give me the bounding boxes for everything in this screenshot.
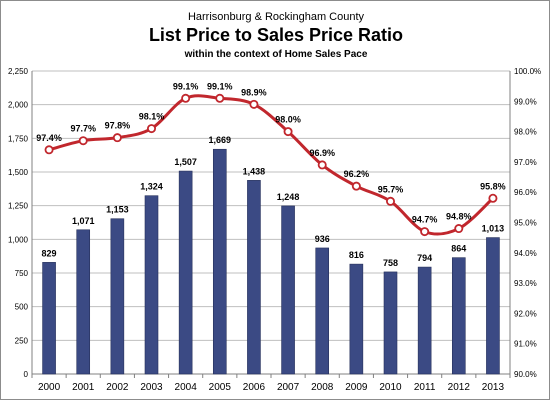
line-marker xyxy=(385,196,395,206)
y-right-tick-label: 99.0% xyxy=(514,97,537,106)
y-left-tick-label: 250 xyxy=(15,336,29,345)
line-value-label: 98.9% xyxy=(241,87,267,97)
bar xyxy=(144,195,159,375)
line-value-label: 99.1% xyxy=(173,81,199,91)
bar xyxy=(349,263,364,375)
y-left-tick-label: 0 xyxy=(24,370,29,379)
bar-value-label: 816 xyxy=(349,250,364,260)
bar xyxy=(315,247,330,375)
line-value-label: 99.1% xyxy=(207,81,233,91)
bar-value-label: 1,507 xyxy=(174,157,197,167)
bar xyxy=(178,170,193,375)
bar-value-label: 758 xyxy=(383,258,398,268)
line-marker xyxy=(249,99,259,109)
chart-supertitle: Harrisonburg & Rockingham County xyxy=(188,11,365,23)
bar xyxy=(212,148,227,375)
x-tick-label: 2001 xyxy=(72,382,95,393)
y-right-tick-label: 100.0% xyxy=(514,67,541,76)
line-marker xyxy=(454,224,464,234)
x-tick-label: 2002 xyxy=(106,382,129,393)
bar-value-label: 1,669 xyxy=(209,135,232,145)
line-marker xyxy=(112,133,122,143)
line-value-label: 94.8% xyxy=(446,212,472,222)
x-tick-label: 2010 xyxy=(379,382,402,393)
y-right-tick-label: 91.0% xyxy=(514,340,537,349)
bar xyxy=(110,218,125,375)
y-right-tick-label: 97.0% xyxy=(514,158,537,167)
line-marker xyxy=(283,127,293,137)
line-value-label: 97.4% xyxy=(36,133,62,143)
bar-value-label: 829 xyxy=(42,248,57,258)
line-value-label: 94.7% xyxy=(412,215,438,225)
bar xyxy=(247,180,261,375)
bar xyxy=(76,229,91,375)
bar-value-label: 936 xyxy=(315,234,330,244)
line-value-label: 95.7% xyxy=(378,184,404,194)
y-right-tick-label: 92.0% xyxy=(514,309,537,318)
x-tick-label: 2012 xyxy=(448,382,471,393)
line-marker xyxy=(44,145,54,155)
x-tick-label: 2008 xyxy=(311,382,334,393)
line-marker xyxy=(317,160,327,170)
bar xyxy=(486,237,500,375)
y-left-tick-label: 1,250 xyxy=(8,202,29,211)
y-right-tick-label: 95.0% xyxy=(514,219,537,228)
line-marker xyxy=(146,124,156,134)
chart-title: List Price to Sales Price Ratio xyxy=(149,25,403,45)
bar-value-label: 1,248 xyxy=(277,192,300,202)
y-right-tick-label: 94.0% xyxy=(514,249,537,258)
x-tick-label: 2011 xyxy=(414,382,436,393)
y-right-tick-label: 90.0% xyxy=(514,370,537,379)
line-marker xyxy=(351,181,361,191)
line-marker xyxy=(420,227,430,237)
line-value-label: 97.8% xyxy=(105,121,131,131)
bar xyxy=(281,205,295,375)
bar-value-label: 1,324 xyxy=(140,182,163,192)
y-left-tick-label: 2,000 xyxy=(8,101,29,110)
y-left-tick-label: 750 xyxy=(15,269,29,278)
y-left-tick-label: 2,250 xyxy=(8,67,29,76)
y-left-tick-label: 500 xyxy=(15,303,29,312)
bar xyxy=(42,262,56,375)
line-value-label: 98.1% xyxy=(139,112,165,122)
y-left-tick-label: 1,750 xyxy=(8,134,29,143)
chart-subtitle: within the context of Home Sales Pace xyxy=(184,49,368,60)
bar-value-label: 1,438 xyxy=(243,166,266,176)
x-tick-label: 2005 xyxy=(209,382,232,393)
bar-value-label: 794 xyxy=(417,253,432,263)
line-value-label: 98.0% xyxy=(275,115,301,125)
x-tick-label: 2003 xyxy=(140,382,163,393)
y-right-tick-label: 93.0% xyxy=(514,279,537,288)
y-right-tick-label: 98.0% xyxy=(514,128,537,137)
y-left-tick-label: 1,500 xyxy=(8,168,29,177)
x-tick-label: 2009 xyxy=(345,382,368,393)
x-tick-label: 2007 xyxy=(277,382,300,393)
bar xyxy=(417,266,432,375)
bar xyxy=(451,257,466,375)
line-value-label: 95.8% xyxy=(480,181,506,191)
x-tick-label: 2000 xyxy=(38,382,61,393)
plot-area: 0 250 500 750 1,000 1,250 1,500 1,750 2,000 2,250… xyxy=(8,67,541,393)
bar-value-label: 1,013 xyxy=(482,224,505,234)
line-marker xyxy=(78,136,88,146)
bar-value-label: 1,071 xyxy=(72,216,95,226)
line-value-label: 96.2% xyxy=(344,169,370,179)
y-left-tick-label: 1,000 xyxy=(8,235,29,244)
x-tick-label: 2006 xyxy=(243,382,266,393)
bar-value-label: 1,153 xyxy=(106,205,129,215)
line-marker xyxy=(488,193,498,203)
line-value-label: 96.9% xyxy=(309,148,335,158)
x-tick-label: 2004 xyxy=(175,382,198,393)
y-right-tick-label: 96.0% xyxy=(514,188,537,197)
bar xyxy=(383,271,398,375)
x-tick-label: 2013 xyxy=(482,382,505,393)
line-marker xyxy=(215,93,225,103)
line-marker xyxy=(181,93,191,103)
bar-value-label: 864 xyxy=(451,244,466,254)
line-value-label: 97.7% xyxy=(70,124,96,134)
